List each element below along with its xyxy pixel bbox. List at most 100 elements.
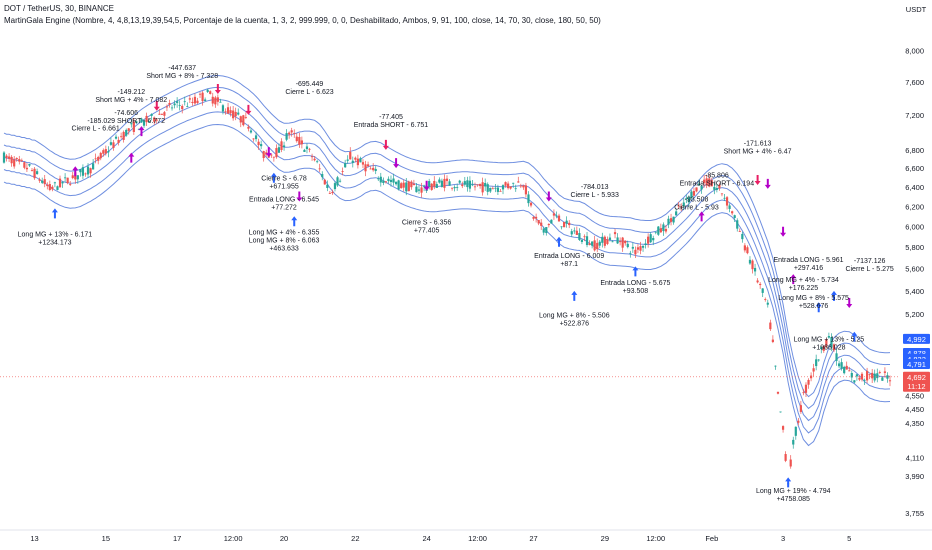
buy-arrow-icon — [291, 216, 298, 227]
candle — [570, 228, 573, 237]
candle-body — [193, 96, 197, 104]
candle — [832, 343, 836, 352]
candle — [779, 411, 782, 413]
arrow-shape — [270, 172, 277, 183]
candle-body — [759, 283, 762, 286]
candle — [18, 155, 21, 165]
candle — [792, 436, 795, 449]
candle — [522, 184, 525, 190]
candle — [405, 177, 408, 196]
candle-body — [323, 179, 326, 185]
badge-bg — [903, 358, 930, 369]
candle — [69, 181, 72, 186]
candle — [667, 215, 670, 229]
x-tick-label: 5 — [847, 534, 851, 543]
candle — [372, 163, 375, 172]
candle — [588, 240, 591, 246]
candle-body — [535, 216, 538, 219]
candle — [2, 151, 6, 164]
band-line — [3, 123, 891, 447]
price-badge: 4,992 — [903, 333, 930, 344]
arrow-shape — [785, 477, 792, 488]
candle — [198, 92, 202, 98]
candle — [636, 244, 640, 254]
buy-arrow-icon — [815, 302, 822, 313]
arrow-shape — [571, 290, 578, 301]
candle-body — [608, 237, 612, 240]
x-tick-label: 3 — [781, 534, 785, 543]
annotation-label: Short MG + 4% - 6.47 — [724, 148, 792, 155]
candle — [812, 363, 815, 377]
candle-body — [466, 180, 469, 188]
candle — [125, 128, 128, 137]
annotation-label: Long MG + 8% - 6.063 — [249, 238, 320, 245]
candle-body — [761, 288, 764, 293]
candle-body — [682, 202, 685, 207]
y-axis: USDT 8,000 7,600 7,200 6,800 6,600 6,400 6,200 6… — [900, 0, 932, 550]
annotation-label: +1234.173 — [38, 240, 71, 247]
candle — [563, 221, 566, 228]
candle-body — [662, 224, 665, 232]
candle-body — [601, 236, 604, 243]
candle — [104, 145, 107, 156]
buy-arrow-icon — [72, 166, 79, 177]
candle — [751, 259, 754, 274]
buy-arrow-icon — [270, 172, 277, 183]
sell-arrow-icon — [754, 175, 761, 186]
candle — [448, 179, 451, 186]
candle-body — [331, 191, 334, 194]
candle — [219, 98, 222, 103]
candle — [677, 201, 680, 209]
candle-body — [145, 115, 148, 123]
candle — [557, 213, 561, 222]
candle — [415, 182, 418, 193]
buy-arrow-icon — [571, 290, 578, 301]
candle-body — [596, 242, 599, 250]
candle — [410, 180, 413, 190]
candle — [825, 337, 828, 349]
candle — [84, 172, 87, 177]
candle-body — [731, 211, 734, 214]
candle-body — [188, 98, 191, 100]
candle-body — [636, 247, 640, 250]
candle — [412, 179, 416, 186]
candle — [629, 250, 632, 258]
candle — [186, 102, 189, 108]
annotation-label: Entrada LONG - 6.009 — [534, 253, 604, 260]
annotation-label: Long MG + 4% - 6.355 — [249, 230, 320, 237]
candle — [323, 178, 326, 185]
candle — [723, 193, 726, 201]
candle-body — [822, 345, 825, 351]
candle-body — [366, 164, 370, 167]
candle — [591, 241, 594, 249]
candle — [659, 223, 662, 234]
candle — [336, 175, 339, 187]
candle — [56, 185, 59, 191]
annotation-label: Long MG + 13% - 5.25 — [794, 337, 865, 344]
candle-body — [257, 141, 260, 146]
candle — [232, 106, 235, 121]
candle — [206, 88, 209, 93]
candle-body — [560, 226, 563, 228]
candle — [535, 213, 538, 223]
annotation-label: -185.029 SHORT - 6.772 — [87, 118, 165, 125]
candle — [303, 148, 306, 153]
candle — [422, 184, 426, 192]
annotation-label: -85.806 — [705, 172, 729, 179]
candle-body — [280, 141, 283, 150]
sell-arrow-icon — [153, 100, 160, 111]
candle-body — [13, 159, 16, 167]
annotation-label: Long MG + 13% - 6.171 — [18, 232, 93, 239]
y-tick-label: 5,600 — [905, 265, 924, 274]
indicator-legend[interactable]: MartinGala Engine (Nombre, 4, 4,8,13,19,… — [4, 16, 601, 25]
candle — [23, 161, 26, 170]
candle — [624, 240, 627, 246]
candle-body — [247, 126, 250, 129]
candle — [807, 378, 810, 389]
candle-body — [346, 159, 349, 161]
candle-body — [639, 246, 642, 251]
candle-body — [170, 107, 174, 109]
